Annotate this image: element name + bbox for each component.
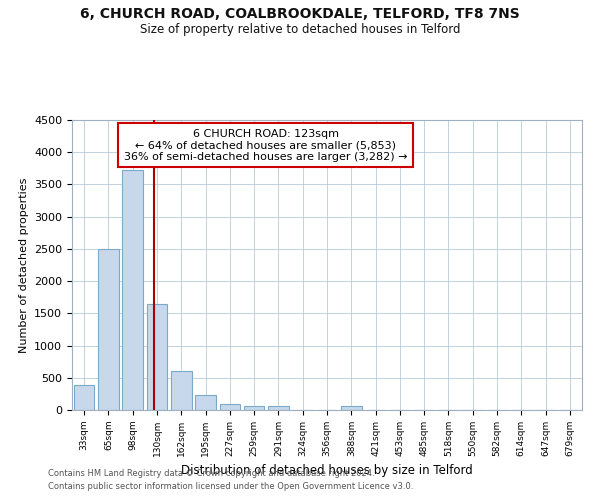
Text: 6, CHURCH ROAD, COALBROOKDALE, TELFORD, TF8 7NS: 6, CHURCH ROAD, COALBROOKDALE, TELFORD, … [80, 8, 520, 22]
X-axis label: Distribution of detached houses by size in Telford: Distribution of detached houses by size … [181, 464, 473, 477]
Bar [146, 304, 167, 410]
Bar [74, 385, 94, 410]
Bar [244, 406, 265, 410]
Text: Contains public sector information licensed under the Open Government Licence v3: Contains public sector information licen… [48, 482, 413, 491]
Bar [98, 249, 119, 410]
Text: Size of property relative to detached houses in Telford: Size of property relative to detached ho… [140, 22, 460, 36]
Text: Contains HM Land Registry data © Crown copyright and database right 2024.: Contains HM Land Registry data © Crown c… [48, 468, 374, 477]
Bar [171, 372, 191, 410]
Bar [220, 404, 240, 410]
Bar [195, 394, 216, 410]
Y-axis label: Number of detached properties: Number of detached properties [19, 178, 29, 352]
Text: 6 CHURCH ROAD: 123sqm
← 64% of detached houses are smaller (5,853)
36% of semi-d: 6 CHURCH ROAD: 123sqm ← 64% of detached … [124, 128, 407, 162]
Bar [122, 170, 143, 410]
Bar [268, 406, 289, 410]
Bar [341, 406, 362, 410]
